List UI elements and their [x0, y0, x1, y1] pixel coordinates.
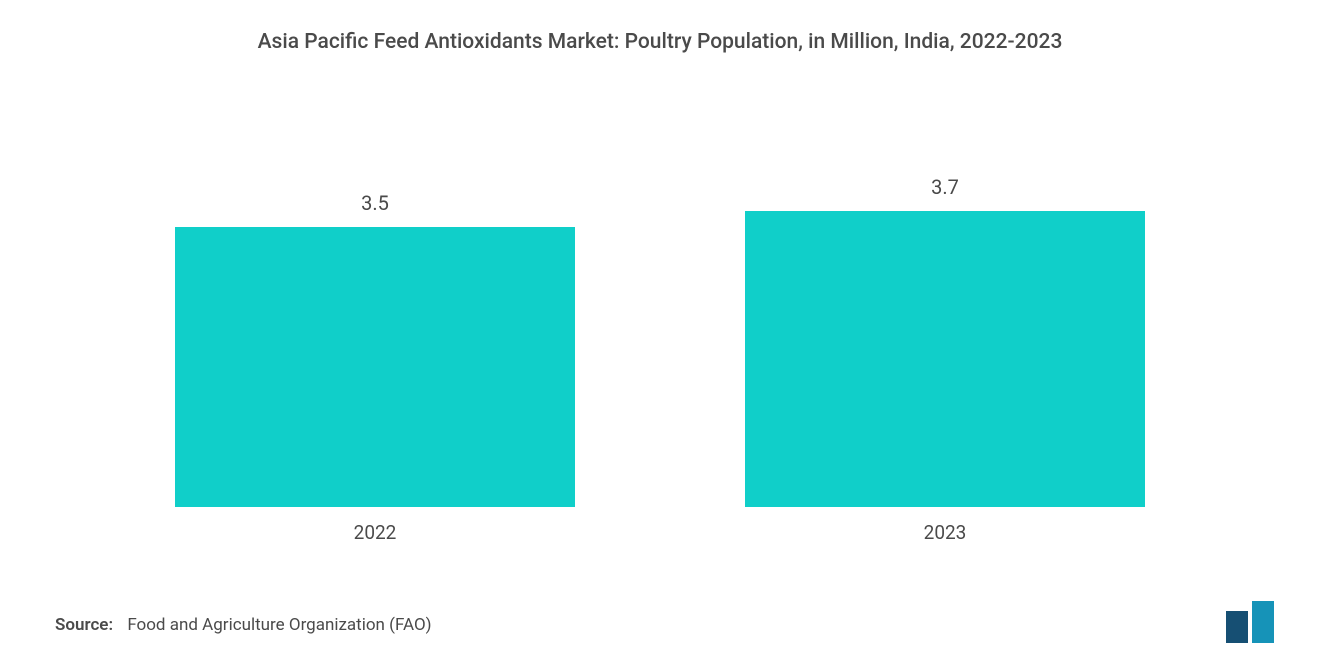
- source-text: Food and Agriculture Organization (FAO): [127, 615, 431, 635]
- bar-rect: [175, 227, 575, 507]
- bar-group: 3.5 2022: [90, 114, 660, 544]
- bar-category-label: 2023: [924, 521, 967, 544]
- bars-row: 3.5 2022 3.7 2023: [90, 114, 1230, 544]
- logo-bar-1: [1226, 611, 1248, 643]
- bar-category-label: 2022: [354, 521, 397, 544]
- bar-rect: [745, 211, 1145, 507]
- plot-area: 3.5 2022 3.7 2023: [90, 114, 1230, 544]
- bar-value-label: 3.7: [931, 175, 959, 199]
- bar-value-label: 3.5: [361, 191, 389, 215]
- brand-logo: [1222, 601, 1280, 643]
- logo-bar-2: [1252, 601, 1274, 643]
- chart-container: Asia Pacific Feed Antioxidants Market: P…: [0, 0, 1320, 665]
- bar-group: 3.7 2023: [660, 114, 1230, 544]
- chart-title: Asia Pacific Feed Antioxidants Market: P…: [55, 30, 1265, 54]
- source-row: Source: Food and Agriculture Organizatio…: [55, 615, 432, 635]
- source-label: Source:: [55, 615, 113, 635]
